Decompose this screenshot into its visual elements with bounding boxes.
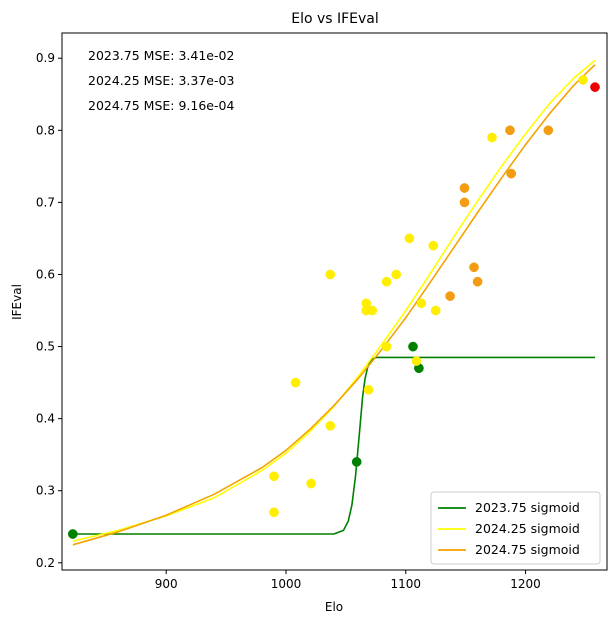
mse-annotation-2024-25: 2024.25 MSE: 3.37e-03 xyxy=(88,73,234,88)
y-axis-label: IFEval xyxy=(10,284,24,320)
series-line-2024-25-sigmoid xyxy=(72,59,596,542)
mse-annotation-2023-75: 2023.75 MSE: 3.41e-02 xyxy=(88,48,234,63)
series-line-2023-75-sigmoid xyxy=(72,356,595,535)
scatter-point-9 xyxy=(325,269,336,280)
plot-frame xyxy=(61,32,608,571)
y-axis-ticks: 0.2 0.3 0.4 0.5 0.6 0.7 0.8 0.9 xyxy=(36,51,62,570)
scatter-point-28 xyxy=(472,276,483,287)
scatter-point-16 xyxy=(391,269,402,280)
scatter-point-17 xyxy=(404,233,415,244)
y-tick-label-0.6: 0.6 xyxy=(36,267,55,281)
scatter-point-26 xyxy=(459,197,470,208)
y-tick-label-0.5: 0.5 xyxy=(36,340,55,354)
scatter-point-14 xyxy=(381,276,392,287)
x-tick-label-1000: 1000 xyxy=(271,577,302,591)
scatter-point-31 xyxy=(543,125,554,136)
scatter-point-0 xyxy=(67,529,78,539)
scatter-point-15 xyxy=(381,341,392,352)
scatter-point-24 xyxy=(445,291,455,301)
mse-annotation-2024-75: 2024.75 MSE: 9.16e-04 xyxy=(88,98,234,113)
x-tick-label-1200: 1200 xyxy=(510,577,541,591)
scatter-point-25 xyxy=(459,183,470,193)
legend-label-2023-75: 2023.75 sigmoid xyxy=(475,500,580,515)
scatter-point-32 xyxy=(590,82,600,92)
scatter-point-2 xyxy=(408,341,418,352)
y-tick-label-0.3: 0.3 xyxy=(36,484,55,498)
scatter-point-8 xyxy=(325,420,336,431)
scatter-point-27 xyxy=(469,262,479,273)
chart-title: Elo vs IFEval xyxy=(291,11,379,27)
legend: 2023.75 sigmoid 2024.25 sigmoid 2024.75 … xyxy=(430,491,601,565)
y-tick-label-0.2: 0.2 xyxy=(36,556,55,570)
scatter-point-1 xyxy=(351,457,362,467)
y-tick-label-0.8: 0.8 xyxy=(36,123,55,137)
scatter-point-19 xyxy=(416,298,427,309)
scatter-point-23 xyxy=(578,75,588,85)
series-line-2024-75-sigmoid xyxy=(72,64,596,546)
scatter-point-30 xyxy=(506,168,517,179)
x-axis-ticks: 900 1000 1100 1200 xyxy=(155,570,541,591)
y-tick-label-0.9: 0.9 xyxy=(36,51,55,65)
scatter-point-7 xyxy=(306,478,316,489)
x-axis-label: Elo xyxy=(325,600,343,614)
y-tick-label-0.4: 0.4 xyxy=(36,412,55,426)
x-tick-label-900: 900 xyxy=(155,577,178,591)
scatter-points xyxy=(67,75,600,539)
legend-label-2024-75: 2024.75 sigmoid xyxy=(475,542,580,557)
scatter-point-6 xyxy=(290,377,301,388)
scatter-point-5 xyxy=(269,471,279,482)
y-tick-label-0.7: 0.7 xyxy=(36,195,55,209)
series-lines xyxy=(72,59,596,546)
scatter-point-13 xyxy=(363,384,374,395)
scatter-point-22 xyxy=(487,132,497,143)
legend-box xyxy=(430,491,601,565)
x-tick-label-1100: 1100 xyxy=(390,577,421,591)
legend-label-2024-25: 2024.25 sigmoid xyxy=(475,521,580,536)
scatter-point-4 xyxy=(269,507,279,518)
scatter-point-12 xyxy=(367,305,378,316)
scatter-point-21 xyxy=(430,305,441,316)
scatter-point-20 xyxy=(428,240,439,251)
scatter-point-18 xyxy=(411,356,422,366)
scatter-point-29 xyxy=(505,125,515,136)
